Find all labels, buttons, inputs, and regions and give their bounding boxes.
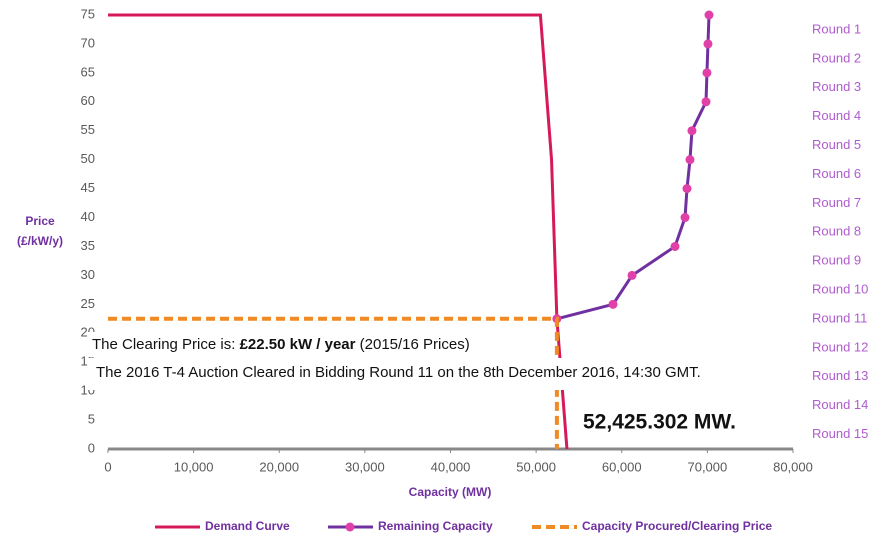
x-tick-label: 10,000	[174, 459, 214, 474]
annotation-box	[88, 358, 760, 390]
round-label: Round 3	[812, 79, 861, 94]
round-label: Round 10	[812, 282, 868, 297]
legend-label: Capacity Procured/Clearing Price	[582, 519, 772, 533]
y-tick-label: 70	[81, 35, 95, 50]
legend-label: Remaining Capacity	[378, 519, 493, 533]
y-tick-label: 0	[88, 440, 95, 455]
annotation-box	[578, 403, 760, 441]
x-tick-label: 60,000	[602, 459, 642, 474]
x-tick-label: 70,000	[687, 459, 727, 474]
y-tick-label: 40	[81, 209, 95, 224]
round-label: Round 11	[812, 310, 867, 325]
y-tick-label: 50	[81, 151, 95, 166]
y-tick-label: 5	[88, 412, 95, 427]
point	[627, 270, 637, 280]
series-line	[556, 14, 711, 321]
y-tick-label: 60	[81, 93, 95, 108]
point	[685, 155, 695, 165]
annotation-text: 52,425.302 MW.	[583, 411, 736, 434]
round-label: Round 6	[812, 166, 861, 181]
point	[680, 213, 690, 223]
point	[608, 299, 618, 309]
point	[704, 10, 714, 20]
y-tick-label: 35	[81, 238, 95, 253]
annotation-text: The 2016 T-4 Auction Cleared in Bidding …	[96, 364, 701, 381]
round-label: Round 5	[812, 137, 861, 152]
annotation-text: The Clearing Price is: £22.50 kW / year …	[92, 336, 470, 353]
x-tick-label: 40,000	[431, 459, 471, 474]
round-label: Round 14	[812, 397, 868, 412]
point	[670, 241, 680, 251]
x-tick-label: 80,000	[773, 459, 813, 474]
round-label: Round 4	[812, 108, 861, 123]
round-label: Round 2	[812, 50, 861, 65]
point	[687, 126, 697, 136]
round-label: Round 13	[812, 368, 868, 383]
round-label: Round 7	[812, 195, 861, 210]
y-tick-label: 55	[81, 122, 95, 137]
y-tick-label: 25	[81, 296, 95, 311]
point	[701, 97, 711, 107]
round-label: Round 12	[812, 339, 868, 354]
annotation-text: The Clearing Price is:	[92, 336, 240, 353]
x-tick-label: 50,000	[516, 459, 556, 474]
legend-marker	[345, 522, 355, 532]
y-tick-label: 45	[81, 180, 95, 195]
round-label: Round 8	[812, 224, 861, 239]
point	[703, 39, 713, 49]
point	[682, 184, 692, 194]
legend-label: Demand Curve	[205, 519, 290, 533]
y-tick-label: 75	[81, 6, 95, 21]
x-axis-label: Capacity (MW)	[409, 485, 492, 499]
round-label: Round 1	[812, 21, 861, 36]
x-tick-label: 0	[104, 459, 111, 474]
annotation-text: £22.50 kW / year	[240, 336, 356, 353]
y-tick-label: 30	[81, 267, 95, 282]
y-axis-label: Price	[25, 214, 55, 228]
round-label: Round 15	[812, 426, 868, 441]
x-tick-label: 30,000	[345, 459, 385, 474]
y-tick-label: 65	[81, 64, 95, 79]
annotation-text: (2015/16 Prices)	[355, 336, 469, 353]
series-line	[108, 316, 559, 449]
y-axis-label: (£/kW/y)	[17, 234, 63, 248]
round-label: Round 9	[812, 253, 861, 268]
annotation-box	[88, 332, 538, 357]
point	[702, 68, 712, 78]
x-tick-label: 20,000	[259, 459, 299, 474]
